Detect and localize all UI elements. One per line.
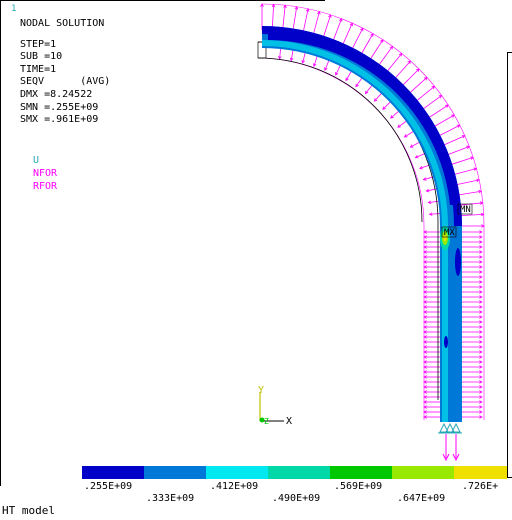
info-time: TIME=1 [20, 63, 57, 75]
min-marker: MN [460, 205, 471, 215]
solution-info: NODAL SOLUTION STEP=1 SUB =10 TIME=1 SEQ… [20, 18, 110, 127]
legend-label-1: .255E+09 [84, 481, 133, 492]
info-smx: SMX =.961E+09 [20, 114, 99, 126]
plot-top-border [0, 0, 325, 1]
legend-label-5: .569E+09 [334, 481, 383, 492]
legend-nfor: NFOR [33, 168, 58, 179]
max-marker: MX [444, 228, 455, 238]
info-step: STEP=1 [20, 38, 57, 50]
info-dmx: DMX =8.24522 [20, 88, 93, 100]
legend-swatch-2 [144, 466, 206, 479]
legend-u: U [33, 155, 40, 166]
plot-left-border [0, 0, 1, 486]
legend-rfor: RFOR [33, 181, 58, 192]
legend-swatch-4 [268, 466, 330, 479]
window-number: 1 [11, 4, 17, 14]
stress-low-spot [444, 336, 448, 348]
force-arrows [260, 3, 485, 420]
coordinate-triad: Y Z X [258, 385, 292, 427]
side-bracket [507, 52, 512, 478]
pipe-outer-band [262, 26, 462, 422]
triad-y: Y [258, 385, 264, 396]
stress-min-zone [455, 248, 461, 276]
legend-label-7: .726E+ [462, 481, 499, 492]
color-legend-bar [82, 466, 507, 479]
legend-label-6: .647E+09 [397, 493, 446, 504]
support-symbols [438, 422, 462, 434]
reaction-arrows [442, 434, 460, 462]
info-smn: SMN =.255E+09 [20, 101, 99, 113]
info-sub: SUB =10 [20, 51, 63, 63]
legend-swatch-7 [454, 466, 507, 479]
info-seqv: SEQV (AVG) [20, 76, 111, 88]
legend-label-4: .490E+09 [272, 493, 321, 504]
pipe-inner-band [262, 40, 448, 422]
legend-swatch-6 [392, 466, 454, 479]
legend-label-3: .412E+09 [210, 481, 259, 492]
legend-label-2: .333E+09 [146, 493, 195, 504]
model-title: HT model [2, 504, 55, 517]
stress-max-core [443, 235, 447, 241]
triad-x: X [286, 416, 292, 427]
legend-swatch-5 [330, 466, 392, 479]
triad-z: Z [264, 417, 269, 426]
pipe-dark-stress-zone-2 [268, 30, 460, 205]
legend-swatch-3 [206, 466, 268, 479]
legend-swatch-1 [82, 466, 144, 479]
info-title: NODAL SOLUTION [20, 18, 105, 29]
